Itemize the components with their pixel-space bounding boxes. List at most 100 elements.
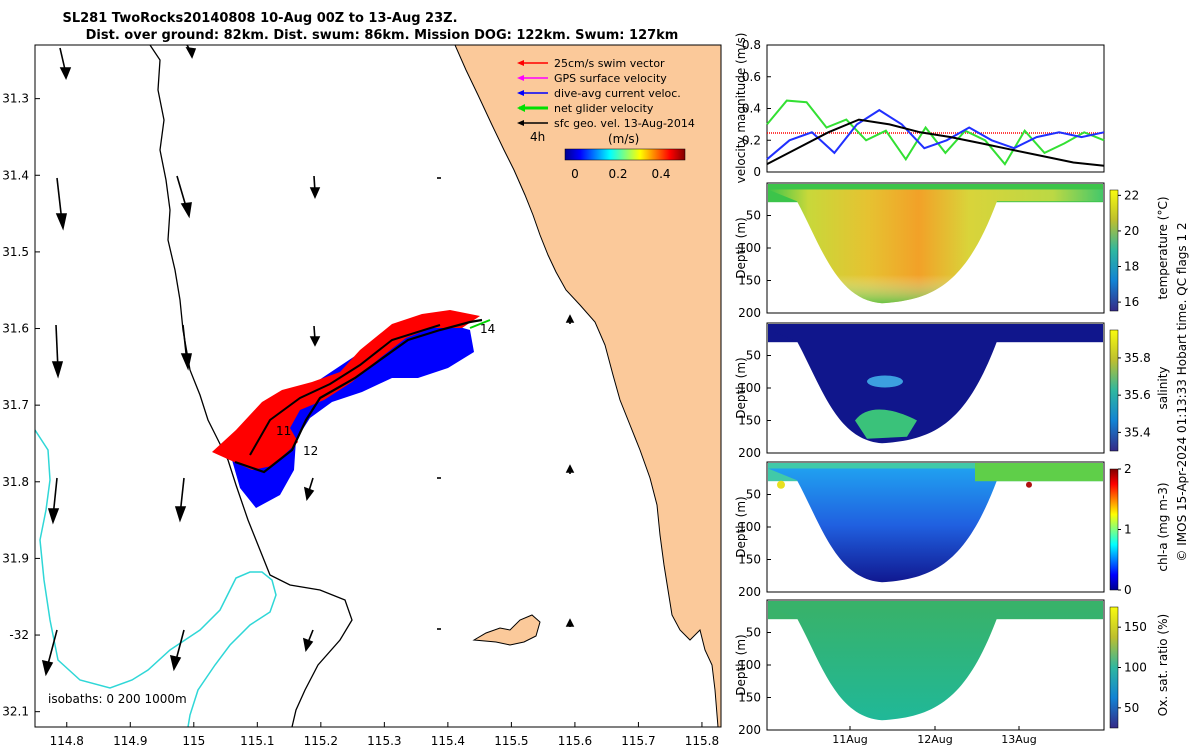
- section-y-tick-label: 200: [738, 723, 761, 737]
- section-y-tick-label: 100: [738, 241, 761, 255]
- map-legend: 25cm/s swim vector GPS surface velocity …: [517, 57, 695, 181]
- section-colorbar: [1109, 189, 1119, 312]
- colorbar-label: temperature (°C): [1156, 197, 1170, 300]
- legend-entry-net: net glider velocity: [554, 102, 654, 115]
- map-y-tick-label: 31.4: [2, 168, 29, 182]
- colorbar-tick-label: 20: [1124, 224, 1139, 238]
- map-y-tick-label: 31.9: [2, 551, 29, 565]
- section-panel: 50 100 150 200 Depth (m) 35.4 35.6 35.8 salinity: [734, 322, 1170, 460]
- colorbar-label: salinity: [1156, 366, 1170, 409]
- glider-track: [234, 318, 483, 474]
- section-y-tick-label: 100: [738, 381, 761, 395]
- map-y-tick-label: 31.7: [2, 398, 29, 412]
- colorbar-tick-label: 100: [1124, 661, 1147, 675]
- section-y-tick-label: 150: [738, 414, 761, 428]
- section-colorbar: [1109, 606, 1119, 729]
- section-feature: [867, 375, 903, 388]
- colorbar-tick-label: 35.6: [1124, 388, 1151, 402]
- map-y-tick-label: 31.5: [2, 245, 29, 259]
- section-data-field: [768, 468, 1103, 583]
- velocity-ylabel: velocity magnitude (m/s): [734, 33, 748, 184]
- map-x-tick-label: 115.1: [240, 734, 274, 748]
- colorbar-tick-label: 35.8: [1124, 351, 1151, 365]
- section-y-tick-label: 150: [738, 691, 761, 705]
- section-y-tick-label: 50: [746, 209, 761, 223]
- velocity-y-tick-label: 0.6: [742, 70, 761, 84]
- section-x-tick-label: 13Aug: [1001, 733, 1036, 746]
- section-y-tick-label: 50: [746, 488, 761, 502]
- map-x-tick-label: 115.6: [558, 734, 592, 748]
- isobaths-label: isobaths: 0 200 1000m: [48, 692, 187, 706]
- section-y-tick-label: 150: [738, 274, 761, 288]
- map-y-tick-label: 31.3: [2, 92, 29, 106]
- track-label-12: 12: [303, 444, 318, 458]
- net-glider-velocity: [469, 319, 491, 329]
- velocity-series-line: [766, 118, 1105, 167]
- section-y-tick-label: 100: [738, 658, 761, 672]
- dive-avg-current-patch: [232, 322, 474, 508]
- colorbar-units: (m/s): [608, 132, 639, 146]
- section-panel: 50 100 150 200 Depth (m) 0 1 2 chl-a (mg m-3): [734, 461, 1170, 599]
- credit-text: © IMOS 15-Apr-2024 01:13:33 Hobart time.…: [1175, 222, 1189, 561]
- section-feature: [1026, 481, 1032, 488]
- track-label-4h: 4h: [530, 130, 545, 144]
- section-ylabel: Depth (m): [734, 357, 748, 418]
- map-x-tick-label: 115.2: [304, 734, 338, 748]
- colorbar-tick-label: 35.4: [1124, 425, 1151, 439]
- track-label-11: 11: [276, 424, 291, 438]
- velocity-series: [766, 99, 1105, 167]
- velocity-y-ticks: 0 0.2 0.4 0.6 0.8: [742, 38, 771, 179]
- section-y-tick-label: 200: [738, 446, 761, 460]
- map-colorbar-tick-1: 0.2: [608, 167, 627, 181]
- section-feature: [855, 409, 917, 439]
- figure-title-line1: SL281 TwoRocks20140808 10-Aug 00Z to 13-…: [62, 11, 457, 26]
- section-x-tick-label: 12Aug: [917, 733, 952, 746]
- map-y-tick-label: -32: [9, 628, 29, 642]
- colorbar-tick-label: 2: [1124, 462, 1132, 476]
- section-ylabel: Depth (m): [734, 496, 748, 557]
- map-y-tick-label: 31.6: [2, 322, 29, 336]
- map-panel: 14 11 12 isobaths: 0 200 1000m 114.8 114.…: [2, 44, 722, 748]
- velocity-y-tick-label: 0.2: [742, 133, 761, 147]
- map-x-ticks: 114.8 114.9 115 115.1 115.2 115.3 115.4 115.5 11…: [50, 722, 719, 748]
- map-y-tick-label: 32.1: [2, 705, 29, 719]
- isobath-1000m: [149, 45, 353, 727]
- map-y-ticks: 31.3 31.4 31.5 31.6 31.7 31.8 31.9 -32 32.1: [2, 92, 40, 719]
- land-coast: [454, 45, 721, 727]
- velocity-y-tick-label: 0.8: [742, 38, 761, 52]
- track-label-14: 14: [480, 322, 495, 336]
- section-x-tick-label: 11Aug: [832, 733, 867, 746]
- map-colorbar: [564, 148, 686, 161]
- map-x-tick-label: 114.9: [113, 734, 147, 748]
- sfc-geo-velocity-arrows: [41, 45, 575, 677]
- colorbar-tick-label: 16: [1124, 295, 1139, 309]
- section-deep-shading: [768, 189, 1103, 304]
- figure-title-line2: Dist. over ground: 82km. Dist. swum: 86k…: [86, 28, 679, 43]
- legend-entry-current: dive-avg current veloc.: [554, 87, 681, 100]
- section-feature: [975, 463, 1103, 482]
- map-x-tick-label: 115.7: [621, 734, 655, 748]
- section-colorbar: [1109, 329, 1119, 452]
- section-panel: 50 100 150 200 Depth (m) 16 18 20 22 temperature …: [734, 182, 1170, 320]
- map-y-tick-label: 31.8: [2, 475, 29, 489]
- map-x-tick-label: 115.5: [494, 734, 528, 748]
- map-x-tick-label: 115.8: [685, 734, 719, 748]
- velocity-y-tick-label: 0: [753, 165, 761, 179]
- section-data-field: [768, 606, 1103, 721]
- colorbar-label: chl-a (mg m-3): [1156, 482, 1170, 571]
- velocity-y-tick-label: 0.4: [742, 102, 761, 116]
- colorbar-tick-label: 150: [1124, 620, 1147, 634]
- map-x-tick-label: 115.3: [367, 734, 401, 748]
- section-colorbar: [1109, 468, 1119, 591]
- rottnest-island: [472, 614, 541, 646]
- velocity-panel: 0 0.2 0.4 0.6 0.8 velocity magnitude (m/s): [734, 33, 1105, 184]
- colorbar-label: Ox. sat. ratio (%): [1156, 614, 1170, 716]
- section-y-tick-label: 50: [746, 349, 761, 363]
- map-colorbar-tick-2: 0.4: [651, 167, 670, 181]
- section-y-tick-label: 150: [738, 553, 761, 567]
- map-x-tick-label: 115: [182, 734, 205, 748]
- section-y-tick-label: 100: [738, 520, 761, 534]
